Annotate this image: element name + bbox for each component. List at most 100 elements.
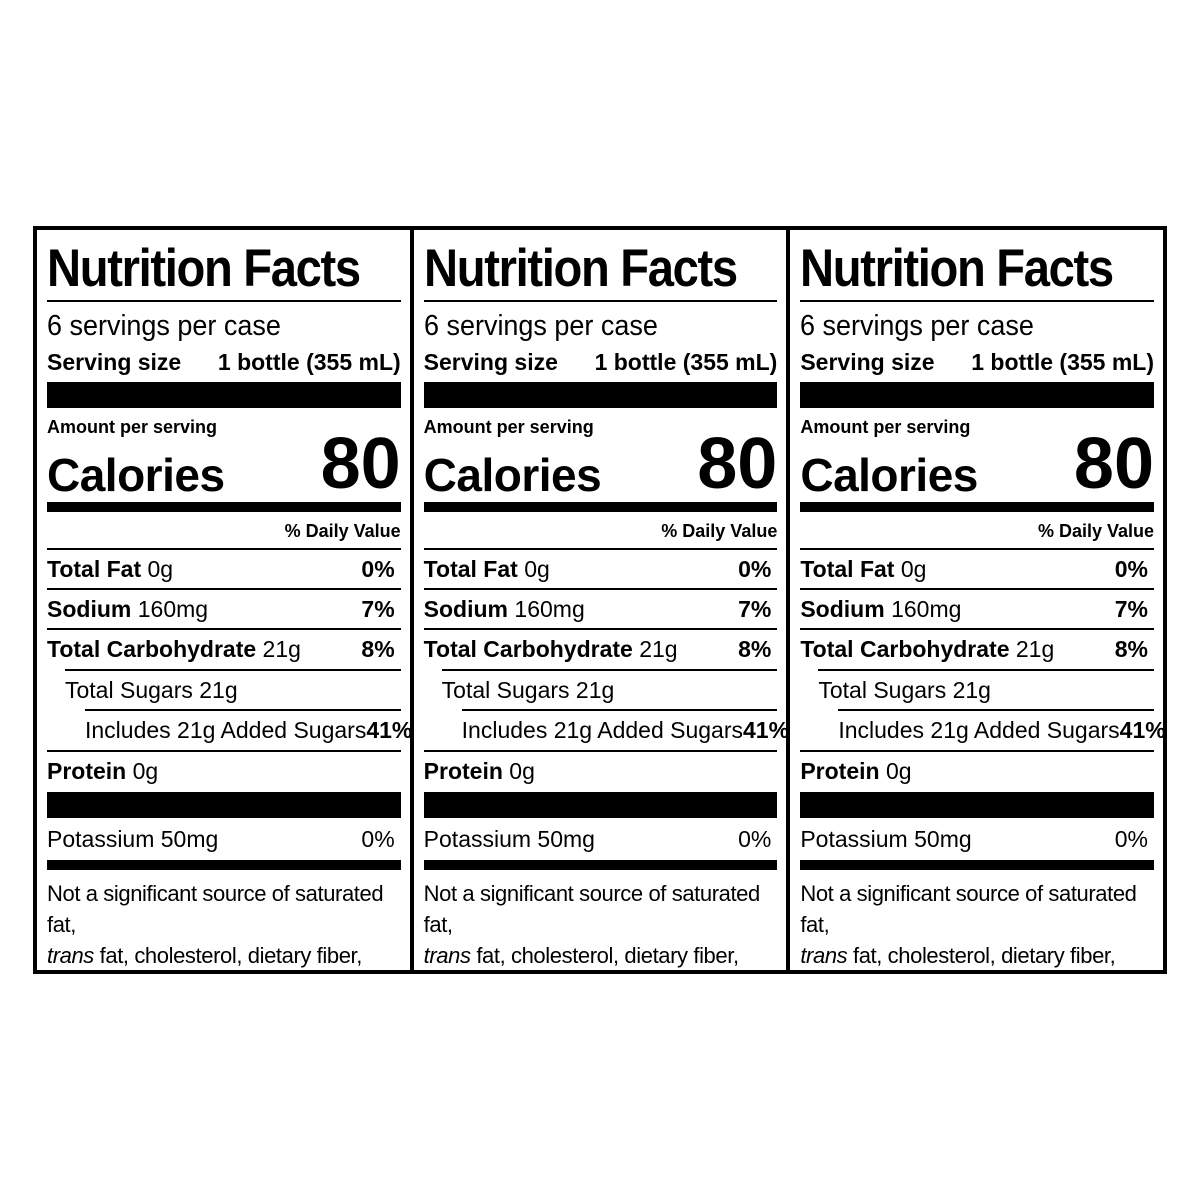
nutrient-name: Potassium 50mg [800, 825, 972, 852]
nutrient-amount: 21g [952, 676, 991, 703]
daily-value-percent: 41% [1119, 716, 1164, 743]
medium-divider [800, 860, 1155, 870]
daily-value-percent: 7% [738, 595, 772, 622]
serving-size-value: 1 bottle (355 mL) [594, 349, 778, 375]
medium-divider [423, 860, 778, 870]
nutrient-row-total-fat: Total Fat 0g 0% [47, 552, 401, 586]
amount-per-serving: Amount per serving [800, 417, 971, 437]
calories-row: Calories 80 [47, 424, 401, 504]
nutrient-amount: 21g [199, 676, 238, 703]
daily-value-percent: 0% [361, 555, 395, 582]
servings-per-container: 6 servings per case [423, 310, 658, 342]
nutrient-amount: 0g [147, 555, 174, 582]
nutrient-amount: 0g [132, 757, 159, 784]
label-title: Nutrition Facts [423, 239, 738, 298]
nutrient-name: Total Sugars [818, 676, 947, 703]
nutrient-amount: 0g [885, 757, 912, 784]
nutrient-amount: 21g [639, 635, 678, 662]
calories-label: Calories [423, 449, 602, 501]
nutrient-name: Total Fat [47, 555, 142, 582]
footnote-text: fat, cholesterol, dietary fiber, vitamin… [99, 943, 363, 968]
nutrient-row-sodium: Sodium 160mg 7% [47, 592, 401, 626]
nutrient-name: Total Carbohydrate [47, 635, 257, 662]
medium-divider [47, 502, 401, 512]
thick-divider [800, 792, 1155, 818]
calories-label: Calories [800, 449, 978, 501]
nutrient-row-added-sugars: Includes 21g Added Sugars 41% [424, 713, 787, 747]
label-title: Nutrition Facts [47, 239, 361, 298]
nutrient-amount: 160mg [137, 595, 209, 622]
nutrition-labels-panel: Nutrition Facts 6 servings per case Serv… [33, 226, 1167, 974]
thick-divider [47, 792, 401, 818]
divider [818, 669, 1155, 671]
serving-size-row: Serving size 1 bottle (355 mL) [47, 351, 401, 374]
nutrient-name: Total Fat [800, 555, 895, 582]
thick-divider [47, 382, 401, 408]
divider [47, 548, 401, 550]
daily-value-percent: 8% [738, 635, 772, 662]
daily-value-percent: 0% [361, 825, 395, 852]
footnote-text: fat, cholesterol, dietary fiber, vitamin… [852, 943, 1116, 968]
nutrient-name: Includes 21g Added Sugars [838, 716, 1120, 743]
footnote-italic-text: trans [47, 943, 94, 968]
nutrient-row-total-carbohydrate: Total Carbohydrate 21g 8% [47, 632, 401, 666]
nutrient-name: Sodium [800, 595, 885, 622]
footnote-italic-text: trans [423, 943, 471, 968]
nutrient-row-sodium: Sodium 160mg 7% [800, 592, 1154, 626]
nutrient-row-total-fat: Total Fat 0g 0% [800, 552, 1154, 586]
calories-value: 80 [697, 424, 778, 504]
footnote: Not a significant source of saturated fa… [424, 878, 778, 970]
thick-divider [423, 382, 778, 408]
nutrient-row-total-carbohydrate: Total Carbohydrate 21g 8% [800, 632, 1154, 666]
nutrient-row-protein: Protein 0g [800, 754, 1154, 788]
divider [800, 750, 1155, 752]
calories-value: 80 [1073, 424, 1155, 504]
nutrient-row-total-sugars: Total Sugars 21g [424, 673, 778, 707]
nutrient-row-total-sugars: Total Sugars 21g [47, 673, 401, 707]
footnote: Not a significant source of saturated fa… [800, 878, 1154, 970]
servings-per-container: 6 servings per case [800, 310, 1035, 342]
calories-row: Calories 80 [800, 424, 1155, 504]
daily-value-header: % Daily Value [661, 521, 778, 541]
nutrient-row-protein: Protein 0g [424, 754, 778, 788]
nutrient-name: Total Sugars [441, 676, 570, 703]
serving-size-label: Serving size [423, 349, 558, 375]
servings-per-container: 6 servings per case [47, 310, 281, 342]
nutrient-row-protein: Protein 0g [47, 754, 401, 788]
serving-size-row: Serving size 1 bottle (355 mL) [800, 351, 1154, 374]
divider [423, 588, 778, 590]
divider [800, 548, 1155, 550]
divider [423, 548, 778, 550]
nutrient-name: Total Carbohydrate [800, 635, 1010, 662]
footnote-text: Not a significant source of saturated fa… [47, 881, 384, 937]
daily-value-percent: 41% [366, 716, 413, 743]
daily-value-percent: 7% [1114, 595, 1149, 622]
daily-value-header: % Daily Value [1037, 521, 1155, 541]
serving-size-label: Serving size [47, 349, 182, 375]
divider [423, 628, 778, 630]
daily-value-percent: 0% [738, 555, 772, 582]
nutrient-amount: 21g [1015, 635, 1055, 662]
daily-value-percent: 41% [743, 716, 790, 743]
daily-value-header: % Daily Value [284, 521, 401, 541]
medium-divider [423, 502, 778, 512]
divider [65, 669, 401, 671]
calories-value: 80 [320, 424, 401, 504]
nutrient-name: Includes 21g Added Sugars [461, 716, 743, 743]
footnote: Not a significant source of saturated fa… [47, 878, 401, 970]
nutrient-amount: 21g [262, 635, 301, 662]
serving-size-value: 1 bottle (355 mL) [971, 349, 1155, 375]
nutrient-name: Protein [423, 757, 503, 784]
nutrient-amount: 160mg [891, 595, 962, 622]
nutrient-name: Protein [47, 757, 127, 784]
divider [423, 750, 778, 752]
amount-per-serving: Amount per serving [423, 417, 594, 437]
nutrient-row-total-carbohydrate: Total Carbohydrate 21g 8% [424, 632, 778, 666]
nutrient-row-added-sugars: Includes 21g Added Sugars 41% [47, 713, 410, 747]
nutrient-row-sodium: Sodium 160mg 7% [424, 592, 778, 626]
daily-value-percent: 0% [738, 825, 772, 852]
nutrient-amount: 0g [509, 757, 535, 784]
nutrient-row-total-fat: Total Fat 0g 0% [424, 552, 778, 586]
serving-size-label: Serving size [800, 349, 935, 375]
daily-value-percent: 0% [1114, 825, 1149, 852]
